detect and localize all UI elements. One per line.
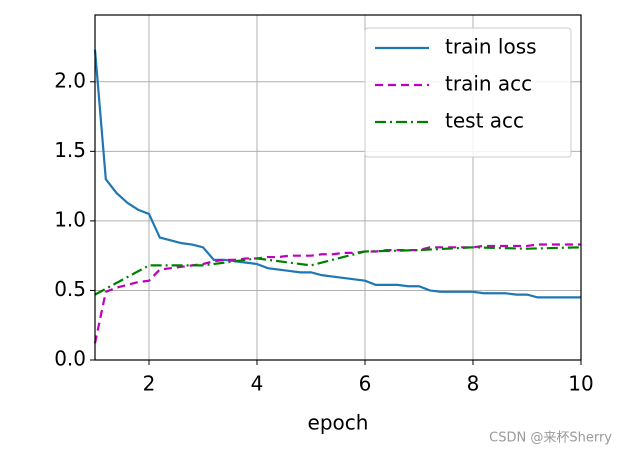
legend-box	[364, 27, 572, 158]
legend-label: test acc	[445, 109, 524, 133]
legend-label: train acc	[445, 72, 532, 96]
y-tick-label: 2.0	[54, 68, 86, 92]
data-line	[94, 246, 582, 296]
x-tick-label: 6	[359, 372, 372, 396]
data-line	[93, 49, 581, 299]
y-tick-label: 1.0	[54, 207, 86, 231]
x-tick-label: 10	[568, 372, 593, 396]
watermark: CSDN @来杯Sherry	[489, 431, 612, 446]
data-line	[93, 243, 581, 344]
plot-frame	[94, 14, 582, 361]
y-tick-label: 1.5	[54, 138, 86, 162]
x-tick-label: 8	[467, 372, 480, 396]
x-tick-label: 4	[251, 372, 264, 396]
y-tick-label: 0.0	[54, 347, 86, 371]
x-tick-label: 2	[143, 372, 156, 396]
legend-label: train loss	[445, 35, 537, 59]
y-tick-label: 0.5	[54, 277, 86, 301]
x-axis-label: epoch	[308, 411, 369, 435]
